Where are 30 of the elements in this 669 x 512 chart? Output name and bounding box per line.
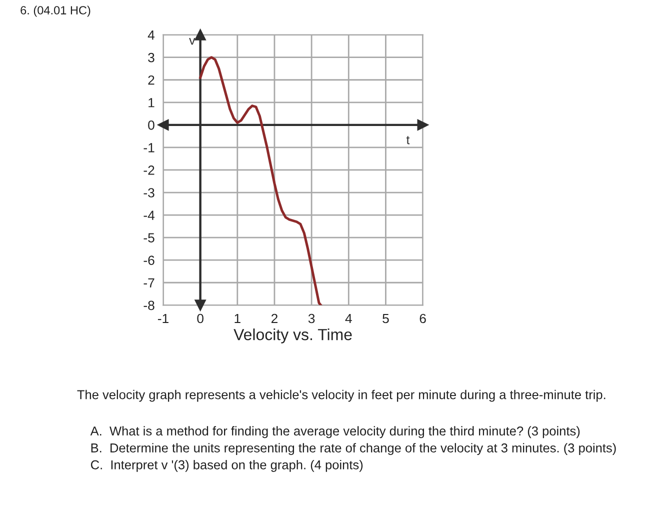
y-tick-label: 2 xyxy=(148,75,154,85)
x-axis-title: t xyxy=(406,136,410,144)
y-axis-title: v xyxy=(189,38,196,45)
x-tick-label: 5 xyxy=(382,314,389,324)
text: 6. (04.01 HC) xyxy=(20,6,90,17)
y-tick-label: -7 xyxy=(144,278,154,288)
y-tick-label: -5 xyxy=(144,233,154,242)
line-series xyxy=(199,56,322,306)
x-tick-label: 2 xyxy=(271,314,278,324)
y-tick-label: -6 xyxy=(144,256,154,266)
x-tick-label: -1 xyxy=(158,314,168,324)
y-tick-label: 1 xyxy=(148,98,154,108)
y-tick-label: -2 xyxy=(144,166,154,175)
x-tick-label: 1 xyxy=(234,314,240,324)
y-tick-label: -8 xyxy=(144,300,154,310)
x-tick-label: 6 xyxy=(420,314,426,324)
text: B. Determine the units representing the rate of change of the velocity at 3 minutes. (3 points) xyxy=(91,443,616,455)
text: A. What is a method for finding the average velocity during the third minute? (3 points) xyxy=(90,426,580,438)
x-tick-label: 0 xyxy=(197,314,204,324)
y-tick-label: -4 xyxy=(144,210,155,220)
y-tick-label: 3 xyxy=(148,52,154,62)
x-tick-label: 3 xyxy=(308,314,315,324)
y-tick-label: 0 xyxy=(148,120,154,130)
x-tick-label: 4 xyxy=(345,314,352,324)
y-tick-label: 4 xyxy=(148,30,155,40)
y-tick-label: -3 xyxy=(144,188,154,198)
text: Velocity vs. Time xyxy=(234,328,352,344)
y-tick-label: -1 xyxy=(144,143,154,152)
text: C. Interpret v '(3) based on the graph. (4 points) xyxy=(90,460,363,472)
text: The velocity graph represents a vehicle's velocity in feet per minute during a three-minute trip. xyxy=(77,390,606,402)
